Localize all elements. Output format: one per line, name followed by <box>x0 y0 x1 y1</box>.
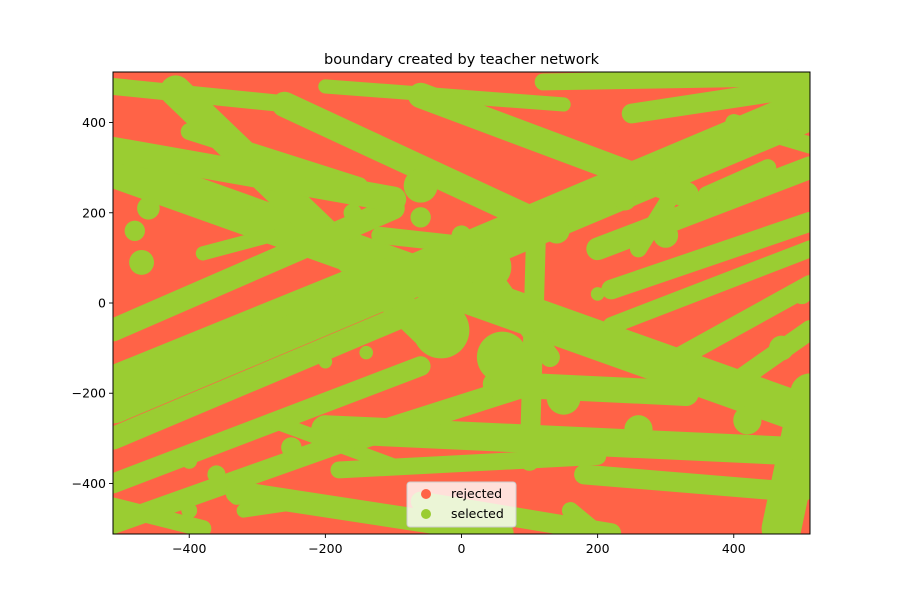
selected-blob-26 <box>653 222 679 248</box>
x-tick-label: 400 <box>722 541 746 556</box>
selected-band-10 <box>180 123 368 195</box>
x-tick-label: 0 <box>458 541 466 556</box>
x-tick-label: 200 <box>586 541 610 556</box>
selected-band-31 <box>519 211 547 471</box>
selected-band-11 <box>271 91 570 244</box>
selected-blob-6 <box>228 489 245 505</box>
legend: rejected selected <box>406 481 517 528</box>
selected-blob-16 <box>412 301 470 359</box>
selected-blob-9 <box>359 345 373 360</box>
selected-blob-13 <box>782 434 808 460</box>
selected-blob-0 <box>129 249 155 275</box>
selected-blob-15 <box>466 244 512 290</box>
selected-blob-20 <box>410 207 431 228</box>
selected-blob-24 <box>791 283 810 305</box>
y-tick-label: −400 <box>72 476 106 491</box>
selected-blob-28 <box>733 406 762 435</box>
selected-band-35 <box>236 494 313 518</box>
selected-band-20 <box>710 320 810 404</box>
selected-region <box>113 72 810 534</box>
selected-blob-19 <box>470 427 494 450</box>
selected-blob-5 <box>207 465 226 484</box>
selected-blob-18 <box>546 380 581 415</box>
selected-blob-25 <box>613 187 637 211</box>
legend-marker-selected <box>421 509 431 519</box>
selected-blob-22 <box>124 220 145 241</box>
x-tick-label: −200 <box>308 541 342 556</box>
selected-band-4 <box>113 257 390 386</box>
selected-blob-27 <box>624 415 653 444</box>
selected-band-9 <box>113 77 300 113</box>
selected-blob-8 <box>318 354 333 369</box>
selected-band-19 <box>669 275 810 368</box>
x-tick-label: −400 <box>172 541 206 556</box>
selected-blob-21 <box>137 196 160 220</box>
y-tick-label: 400 <box>82 115 106 130</box>
selected-band-15 <box>621 76 810 124</box>
selected-blob-23 <box>768 335 794 361</box>
selected-band-1 <box>113 87 810 424</box>
legend-label-rejected: rejected <box>451 486 502 501</box>
selected-blob-3 <box>371 227 388 244</box>
selected-band-32 <box>629 163 695 258</box>
selected-blob-10 <box>590 287 605 301</box>
x-axis: −400 −200 0 200 400 <box>172 534 746 556</box>
selected-band-3 <box>113 196 405 342</box>
selected-blob-2 <box>343 203 362 222</box>
selected-band-17 <box>601 211 810 300</box>
selected-band-5 <box>113 291 446 450</box>
selected-blob-11 <box>689 193 710 214</box>
selected-band-14 <box>534 72 810 91</box>
y-axis: −400 −200 0 200 400 <box>72 115 113 491</box>
selected-band-24 <box>574 464 810 503</box>
selected-blob-7 <box>181 502 198 519</box>
y-tick-label: 200 <box>82 205 106 220</box>
selected-band-18 <box>602 240 810 335</box>
selected-blob-29 <box>281 437 302 458</box>
selected-blob-12 <box>730 175 751 196</box>
selected-blob-1 <box>247 202 268 223</box>
y-tick-label: −200 <box>72 386 106 401</box>
selected-band-38 <box>725 114 810 154</box>
selected-blob-17 <box>476 331 528 383</box>
chart-title: boundary created by teacher network <box>324 52 600 68</box>
selected-blob-4 <box>181 452 198 469</box>
selected-band-8 <box>113 136 407 212</box>
selected-band-13 <box>407 82 699 208</box>
selected-band-27 <box>263 413 401 473</box>
selected-band-39 <box>561 502 607 534</box>
legend-marker-rejected <box>421 489 431 499</box>
selected-band-34 <box>113 497 212 534</box>
selected-band-0 <box>113 147 810 436</box>
legend-label-selected: selected <box>451 506 504 521</box>
y-tick-label: 0 <box>98 296 106 311</box>
selected-blob-14 <box>403 168 438 203</box>
legend-box <box>406 481 517 528</box>
selected-band-36 <box>195 228 278 261</box>
